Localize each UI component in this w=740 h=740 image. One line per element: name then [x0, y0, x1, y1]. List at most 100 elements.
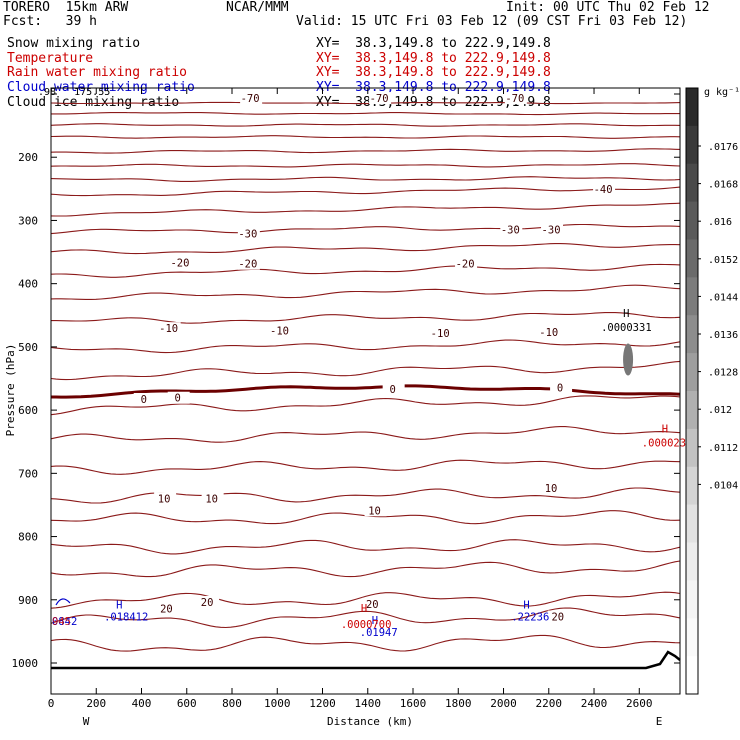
contour-label: 10 — [368, 505, 381, 517]
temperature-contour-line — [50, 607, 681, 629]
snow-shading — [623, 343, 634, 376]
colorbar-segment — [686, 391, 698, 430]
contour-label-bg — [133, 392, 156, 405]
header-org: NCAR/MMM — [226, 0, 289, 15]
x-tick-label: 2400 — [581, 697, 608, 710]
temperature-contour-line — [50, 176, 681, 182]
temperature-contour-line — [50, 101, 681, 105]
header-init: Init: 00 UTC Thu 02 Feb 12 — [506, 0, 710, 15]
cloud-water-contour — [55, 598, 71, 606]
colorbar-label: .016 — [708, 217, 732, 228]
colorbar-segment — [686, 656, 698, 695]
temperature-contour-line — [50, 284, 681, 300]
contour-label-bg — [240, 92, 263, 105]
temperature-contour-line — [50, 223, 681, 235]
x-tick-label: 0 — [48, 697, 55, 710]
temperature-contour-line — [50, 135, 681, 139]
rain-mid-value: .0000700 — [341, 619, 392, 631]
contour-label-bg — [237, 227, 260, 240]
x-tick-label: 2000 — [490, 697, 517, 710]
colorbar-segment — [686, 239, 698, 278]
colorbar-segment — [686, 277, 698, 316]
temperature-contours — [50, 101, 681, 670]
temperature-contour-line — [50, 634, 681, 652]
contour-label: -30 — [501, 225, 520, 237]
colorbar: .0176 .0168 .016 .0152 .0144 .0136 .0128 .012 .0… — [685, 87, 740, 695]
contour-label: 0 — [175, 393, 181, 405]
contour-label-bg — [550, 381, 573, 394]
contour-label: 20 — [366, 599, 379, 611]
cloud-water-max-mark: H — [523, 599, 529, 611]
contour-label-bg — [504, 92, 527, 105]
contour-label: -30 — [542, 225, 561, 237]
temperature-contour-line — [50, 202, 681, 217]
contour-label-bg — [167, 391, 190, 404]
cloud-water-max-value: .01947 — [360, 627, 398, 639]
colorbar-segment — [686, 580, 698, 619]
x-tick-label: 2600 — [626, 697, 653, 710]
field-name: Cloud water mixing ratio — [7, 80, 195, 96]
colorbar-unit: g kg⁻¹ — [704, 87, 740, 98]
contour-label-bg — [541, 482, 564, 495]
snow-max-value: .0000331 — [601, 322, 652, 334]
colorbar-segment — [686, 201, 698, 240]
cloud-water-max-value: .018412 — [104, 611, 148, 623]
contour-label: -10 — [539, 327, 558, 339]
contour-label: -70 — [370, 93, 389, 105]
temperature-contour-line — [50, 163, 681, 168]
colorbar-segment — [686, 88, 698, 127]
cloud-water-max-mark: H — [372, 615, 378, 627]
y-tick-label: 400 — [18, 278, 38, 291]
y-tick-label: 300 — [18, 214, 38, 227]
contour-label-bg — [158, 322, 181, 335]
y-tick-label: 200 — [18, 151, 38, 164]
contour-label: -10 — [431, 328, 450, 340]
contour-label: 20 — [201, 597, 214, 609]
colorbar-segment — [686, 466, 698, 506]
header-model: TORERO 15km ARW — [3, 0, 129, 15]
colorbar-segment — [686, 125, 698, 165]
cloud-water-left-fragment: 0842 — [52, 616, 77, 628]
contour-label: -20 — [456, 259, 475, 271]
colorbar-segment — [686, 315, 698, 354]
field-xy: XY= 38.3,149.8 to 222.9,149.8 — [316, 50, 551, 66]
temperature-contour-line — [50, 560, 681, 578]
contour-label: -20 — [238, 259, 257, 271]
colorbar-label: .0144 — [708, 292, 738, 303]
temperature-contour-line — [50, 243, 681, 255]
field-xy: XY= 38.3,149.8 to 222.9,149.8 — [316, 65, 551, 81]
contour-label-bg — [364, 504, 387, 517]
contour-label: -10 — [159, 323, 178, 335]
x-tick-label: 1000 — [264, 697, 291, 710]
header-fcst: Fcst: 39 h — [3, 14, 97, 29]
temperature-contour-line — [50, 360, 681, 381]
x-tick-label: 600 — [177, 697, 197, 710]
y-tick-label: 1000 — [12, 657, 39, 670]
x-tick-label: 800 — [222, 697, 242, 710]
plot-frame — [50, 87, 681, 695]
colorbar-label: .0104 — [708, 480, 738, 491]
contour-label-bg — [547, 610, 570, 623]
contour-label: 20 — [551, 611, 564, 623]
west-label: W — [83, 715, 90, 728]
colorbar-segment — [686, 428, 698, 468]
overlap-fragment: .98 175.55 — [38, 87, 111, 98]
x-tick-label: 200 — [86, 697, 106, 710]
contour-label: -70 — [505, 93, 524, 105]
temperature-contour-line — [50, 123, 681, 127]
contour-label: 10 — [158, 493, 171, 505]
x-tick-label: 2200 — [536, 697, 563, 710]
rain-max-value: .000023 — [642, 438, 686, 450]
x-tick-label: 1200 — [309, 697, 336, 710]
contour-label-bg — [362, 597, 385, 610]
zero-degree-contour — [51, 384, 681, 399]
y-axis-title: Pressure (hPa) — [4, 344, 17, 437]
temperature-contour-line — [50, 426, 681, 443]
contour-label-bg — [369, 92, 392, 105]
contour-label-bg — [500, 223, 523, 236]
x-tick-label: 1400 — [355, 697, 382, 710]
colorbar-segment — [686, 504, 698, 543]
temperature-contour-line — [50, 591, 681, 609]
y-tick-label: 600 — [18, 404, 38, 417]
